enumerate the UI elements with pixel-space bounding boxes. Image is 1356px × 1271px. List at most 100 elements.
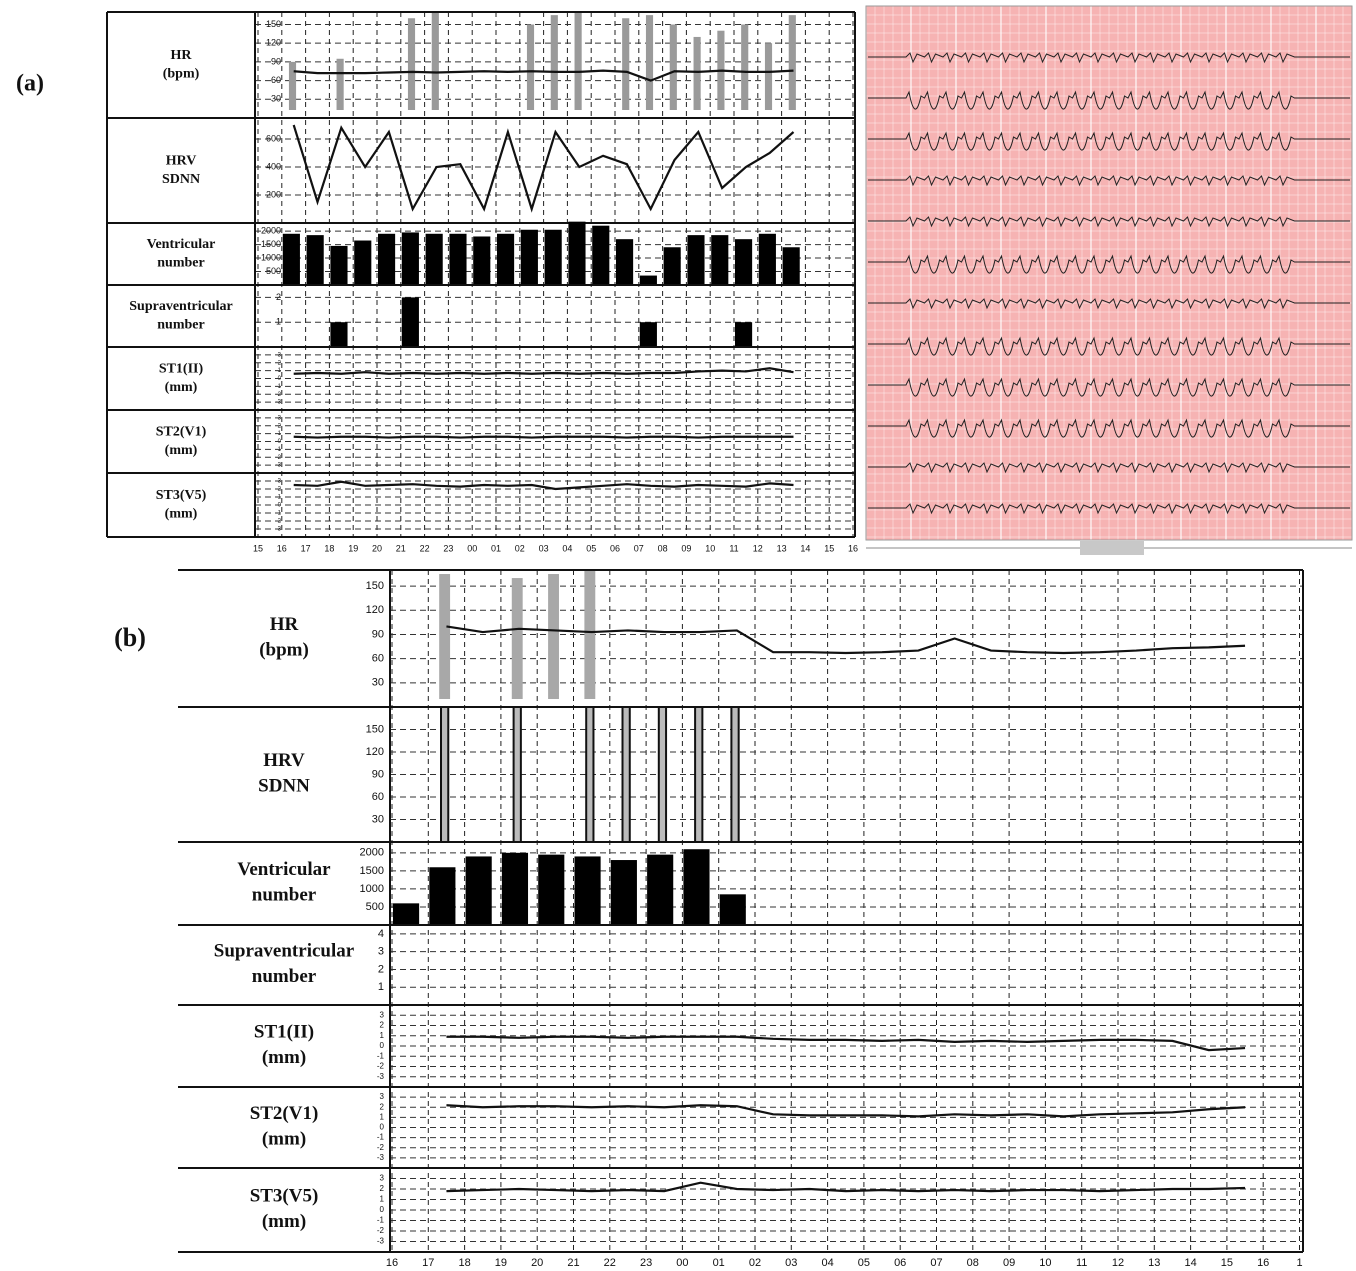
y-tick-label: -1 <box>377 1051 385 1060</box>
bar <box>354 241 371 285</box>
bar <box>497 234 514 285</box>
bar <box>545 230 562 285</box>
x-tick-label: 16 <box>277 543 287 553</box>
row-label: ST3(V5) <box>156 488 207 503</box>
x-tick-label: 07 <box>930 1257 942 1269</box>
x-tick-label: 1 <box>1296 1257 1302 1269</box>
spike-outline <box>586 707 593 842</box>
bar <box>330 322 347 347</box>
x-tick-label: 01 <box>491 543 501 553</box>
x-tick-label: 20 <box>531 1257 543 1269</box>
bar <box>402 232 419 285</box>
y-tick-label: -2 <box>276 392 282 398</box>
y-tick-label: 500 <box>366 901 384 913</box>
y-tick-label: -2 <box>377 1062 385 1071</box>
bar <box>783 247 800 285</box>
bar <box>283 234 300 285</box>
spike <box>646 15 653 110</box>
y-tick-label: -3 <box>377 1237 385 1246</box>
bar <box>616 239 633 285</box>
row-label: (bpm) <box>163 67 200 82</box>
x-tick-label: 16 <box>1257 1257 1269 1269</box>
row-label: Supraventricular <box>129 299 232 314</box>
row-label: HR <box>171 48 193 63</box>
y-tick-label: -1 <box>276 447 282 453</box>
x-tick-label: 11 <box>1076 1257 1087 1269</box>
spike <box>741 24 748 110</box>
row-label: (mm) <box>165 507 198 522</box>
spike <box>694 37 701 110</box>
bar <box>378 234 395 285</box>
y-tick-label: 90 <box>271 56 281 66</box>
x-tick-label: 19 <box>348 543 358 553</box>
y-tick-label: 1000 <box>261 252 281 262</box>
y-tick-label: 2000 <box>360 847 384 859</box>
y-tick-label: 3 <box>278 479 282 485</box>
x-tick-label: 09 <box>681 543 691 553</box>
y-tick-label: 3 <box>380 1174 385 1183</box>
page: {"chart_data": [ {"type": "trend", "pane… <box>0 0 1356 1271</box>
row-label: (mm) <box>262 1211 306 1232</box>
y-tick-label: -1 <box>276 511 282 517</box>
y-tick-label: 3 <box>278 415 282 421</box>
row-label: SDNN <box>162 172 200 187</box>
row-label: number <box>252 966 317 987</box>
y-tick-label: 4 <box>378 928 384 940</box>
spike <box>670 24 677 110</box>
trend-line <box>446 626 1245 653</box>
x-tick-label: 19 <box>495 1257 507 1269</box>
y-tick-label: 3 <box>380 1010 385 1019</box>
trend-line <box>446 1037 1245 1050</box>
x-tick-label: 17 <box>301 543 311 553</box>
bar <box>735 322 752 347</box>
y-tick-label: 500 <box>266 266 281 276</box>
y-tick-label: 150 <box>366 580 384 592</box>
x-tick-label: 16 <box>848 543 858 553</box>
row-label: number <box>157 256 204 271</box>
y-tick-label: -3 <box>276 463 282 469</box>
x-tick-label: 05 <box>858 1257 870 1269</box>
bar <box>521 230 538 285</box>
bar <box>449 234 466 285</box>
row-label: Ventricular <box>237 859 331 880</box>
x-tick-label: 00 <box>676 1257 688 1269</box>
spike <box>512 578 523 699</box>
bar <box>473 236 490 285</box>
x-tick-label: 04 <box>562 543 572 553</box>
row-label: Ventricular <box>147 237 216 252</box>
y-tick-label: -2 <box>276 519 282 525</box>
y-tick-label: 150 <box>366 723 384 735</box>
row-label: (bpm) <box>259 640 309 661</box>
spike-outline <box>659 707 666 842</box>
row-label: Supraventricular <box>214 941 355 962</box>
x-tick-label: 16 <box>386 1257 398 1269</box>
spike <box>584 570 595 699</box>
x-tick-label: 22 <box>604 1257 616 1269</box>
x-tick-label: 18 <box>458 1257 470 1269</box>
y-tick-label: 120 <box>266 38 281 48</box>
y-tick-label: 30 <box>372 677 384 689</box>
bar <box>664 247 681 285</box>
spike <box>548 574 559 699</box>
y-tick-label: 2 <box>278 487 282 493</box>
spike <box>551 15 558 110</box>
bar <box>640 276 657 285</box>
y-tick-label: -1 <box>377 1133 385 1142</box>
spike-outline <box>514 707 521 842</box>
bar <box>720 894 746 925</box>
spike-outline <box>695 707 702 842</box>
spike <box>789 15 796 110</box>
y-tick-label: 1 <box>278 495 282 501</box>
y-tick-label: 0 <box>380 1205 385 1214</box>
spike <box>575 12 582 110</box>
y-tick-label: 120 <box>366 746 384 758</box>
y-tick-label: 3 <box>378 946 384 958</box>
y-tick-label: 0 <box>278 439 282 445</box>
bar <box>575 856 601 925</box>
panel-label: (b) <box>114 623 146 652</box>
x-tick-label: 15 <box>824 543 834 553</box>
y-tick-label: -2 <box>276 455 282 461</box>
y-tick-label: 0 <box>278 376 282 382</box>
bar <box>568 222 585 285</box>
x-tick-label: 12 <box>1112 1257 1124 1269</box>
